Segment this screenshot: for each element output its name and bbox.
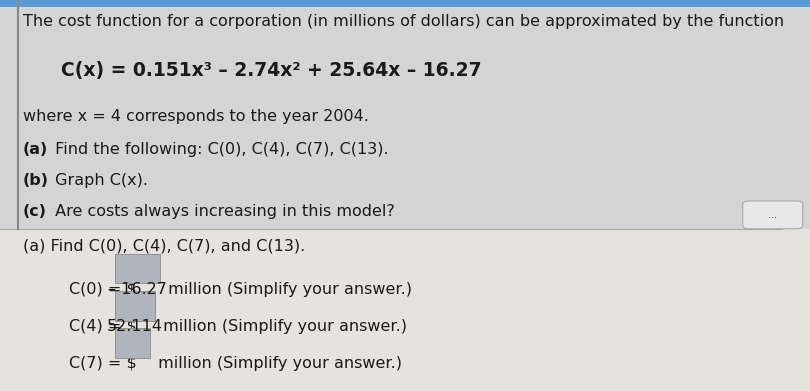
Text: million (Simplify your answer.): million (Simplify your answer.) <box>163 282 412 296</box>
Text: (a): (a) <box>23 142 48 156</box>
Bar <box>115 328 151 358</box>
Text: (b): (b) <box>23 173 49 188</box>
Text: 52.114: 52.114 <box>107 319 163 334</box>
Text: Find the following: C(0), C(4), C(7), C(13).: Find the following: C(0), C(4), C(7), C(… <box>50 142 389 156</box>
Bar <box>115 291 156 321</box>
Text: million (Simplify your answer.): million (Simplify your answer.) <box>152 356 402 371</box>
Text: Are costs always increasing in this model?: Are costs always increasing in this mode… <box>50 204 395 219</box>
FancyBboxPatch shape <box>743 201 803 229</box>
Text: C(4) = $: C(4) = $ <box>69 319 142 334</box>
Text: The cost function for a corporation (in millions of dollars) can be approximated: The cost function for a corporation (in … <box>23 14 784 29</box>
Text: Graph C(x).: Graph C(x). <box>50 173 148 188</box>
Text: million (Simplify your answer.): million (Simplify your answer.) <box>158 319 407 334</box>
Text: (a) Find C(0), C(4), C(7), and C(13).: (a) Find C(0), C(4), C(7), and C(13). <box>23 239 305 253</box>
Text: C(0) = $: C(0) = $ <box>69 282 142 296</box>
Bar <box>115 254 160 283</box>
Bar <box>0 0 810 229</box>
Text: C(7) = $: C(7) = $ <box>69 356 142 371</box>
Bar <box>0 0 810 7</box>
Text: where x = 4 corresponds to the year 2004.: where x = 4 corresponds to the year 2004… <box>23 109 369 124</box>
Text: – 16.27: – 16.27 <box>109 282 167 296</box>
Text: ...: ... <box>768 210 778 220</box>
Bar <box>0 229 810 391</box>
Text: (c): (c) <box>23 204 47 219</box>
Text: C(x) = 0.151x³ – 2.74x² + 25.64x – 16.27: C(x) = 0.151x³ – 2.74x² + 25.64x – 16.27 <box>61 61 481 80</box>
